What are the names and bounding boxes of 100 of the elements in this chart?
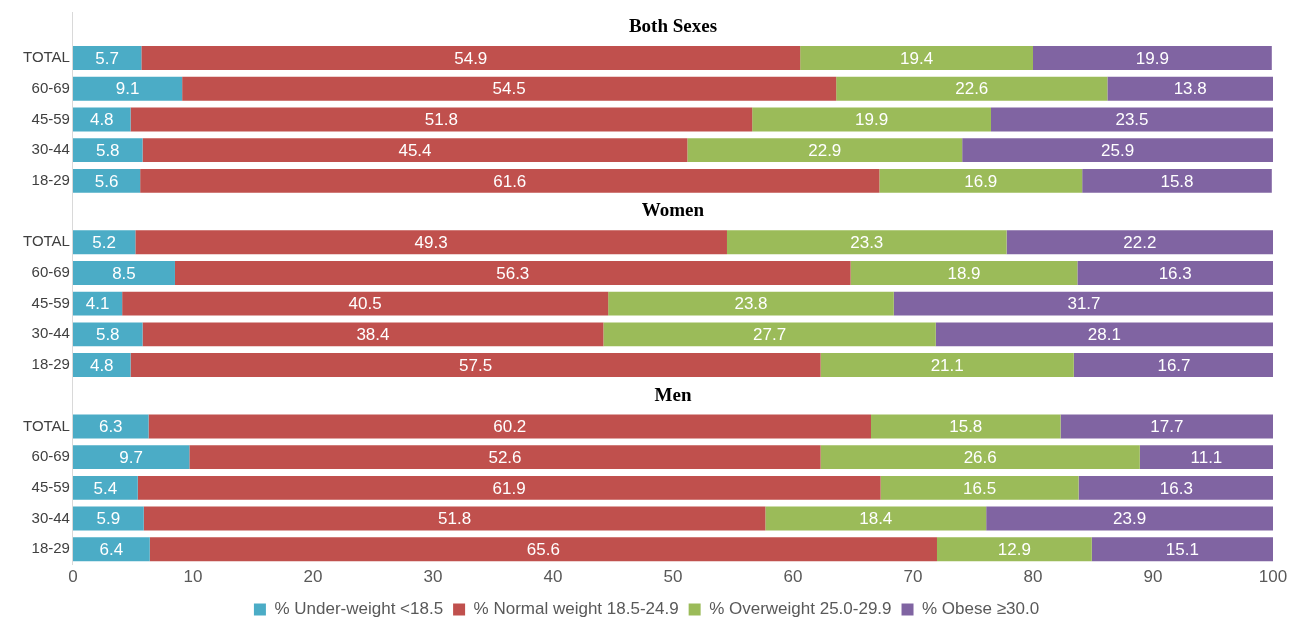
data-label: 54.5 <box>492 79 526 99</box>
bar <box>879 168 1083 193</box>
x-tick-label: 100 <box>1258 567 1288 587</box>
bar <box>687 138 963 163</box>
data-label: 61.9 <box>492 478 526 498</box>
bar <box>72 322 143 347</box>
data-label: 57.5 <box>459 355 493 375</box>
y-tick-label: TOTAL <box>22 416 70 434</box>
y-tick-label: 60-69 <box>31 263 70 281</box>
bar <box>935 322 1273 347</box>
data-label: 15.8 <box>1160 171 1194 191</box>
bar <box>752 107 991 132</box>
bar <box>72 107 131 132</box>
bar <box>880 475 1079 500</box>
bar <box>72 291 123 316</box>
data-label: 23.3 <box>850 232 884 252</box>
bar <box>141 46 801 71</box>
y-tick-label: TOTAL <box>22 232 70 250</box>
data-label: 5.2 <box>92 232 116 252</box>
bar <box>72 138 143 163</box>
bar <box>1006 230 1273 255</box>
bar <box>72 445 190 470</box>
bar <box>1078 475 1273 500</box>
bar <box>143 506 766 531</box>
bar <box>836 76 1108 101</box>
bar <box>990 107 1273 132</box>
data-label: 4.8 <box>89 355 114 375</box>
bar <box>122 291 609 316</box>
bar <box>72 353 131 378</box>
x-tick-label: 80 <box>1023 567 1043 587</box>
legend-label: % Overweight 25.0-29.9 <box>709 599 892 619</box>
annotation: Men <box>654 383 692 405</box>
legend-label: % Obese ≥30.0 <box>922 599 1040 619</box>
data-label: 31.7 <box>1067 294 1101 314</box>
x-tick-label: 20 <box>303 567 323 587</box>
annotation: Women <box>641 199 705 221</box>
bar <box>130 107 753 132</box>
bar <box>962 138 1273 163</box>
legend-label: % Normal weight 18.5-24.9 <box>473 599 679 619</box>
bar <box>72 506 144 531</box>
bar <box>986 506 1273 531</box>
annotation: Both Sexes <box>628 15 718 37</box>
bar <box>893 291 1273 316</box>
bar <box>149 537 937 562</box>
data-label: 23.9 <box>1113 509 1147 529</box>
bar <box>174 260 851 285</box>
data-label: 5.4 <box>93 478 118 498</box>
data-label: 54.9 <box>454 48 488 68</box>
bar <box>148 414 871 439</box>
y-tick-label: 30-44 <box>31 140 70 158</box>
bar <box>142 322 604 347</box>
data-label: 9.7 <box>119 447 143 467</box>
data-label: 17.7 <box>1150 417 1184 437</box>
data-label: 38.4 <box>356 325 390 345</box>
bar <box>135 230 727 255</box>
data-label: 22.2 <box>1123 232 1157 252</box>
y-tick-label: 18-29 <box>31 355 70 373</box>
data-label: 27.7 <box>753 325 787 345</box>
data-label: 51.8 <box>438 509 472 529</box>
data-label: 22.9 <box>808 140 842 160</box>
bar <box>137 475 881 500</box>
data-label: 40.5 <box>348 294 382 314</box>
x-tick-label: 90 <box>1143 567 1163 587</box>
bar <box>182 76 837 101</box>
bar <box>140 168 880 193</box>
data-label: 65.6 <box>526 539 560 559</box>
data-label: 45.4 <box>398 140 432 160</box>
bar <box>142 138 688 163</box>
bar <box>765 506 987 531</box>
bar <box>1139 445 1273 470</box>
data-label: 5.6 <box>94 171 119 191</box>
y-tick-label: 45-59 <box>31 477 70 495</box>
y-tick-label: 60-69 <box>31 447 70 465</box>
data-label: 19.9 <box>1135 48 1169 68</box>
data-label: 61.6 <box>493 171 527 191</box>
data-label: 4.1 <box>85 294 110 314</box>
data-label: 16.7 <box>1157 355 1191 375</box>
bar <box>726 230 1007 255</box>
bar <box>1073 353 1273 378</box>
x-tick-label: 50 <box>663 567 683 587</box>
bar <box>1060 414 1273 439</box>
data-label: 6.4 <box>99 539 124 559</box>
bar <box>72 414 149 439</box>
data-label: 5.7 <box>95 48 119 68</box>
y-tick-label: 18-29 <box>31 170 70 188</box>
bar <box>72 168 141 193</box>
data-label: 19.4 <box>900 48 934 68</box>
data-label: 12.9 <box>997 539 1031 559</box>
data-label: 5.8 <box>95 140 120 160</box>
x-tick-label: 60 <box>783 567 803 587</box>
data-label: 11.1 <box>1190 447 1223 467</box>
y-tick-label: 45-59 <box>31 293 70 311</box>
bar <box>1082 168 1272 193</box>
bar <box>72 46 142 71</box>
x-tick-label: 40 <box>543 567 563 587</box>
data-label: 26.6 <box>963 447 997 467</box>
data-label: 60.2 <box>493 417 527 437</box>
data-label: 16.3 <box>1159 478 1193 498</box>
x-tick-label: 0 <box>68 567 78 587</box>
bar <box>72 475 138 500</box>
